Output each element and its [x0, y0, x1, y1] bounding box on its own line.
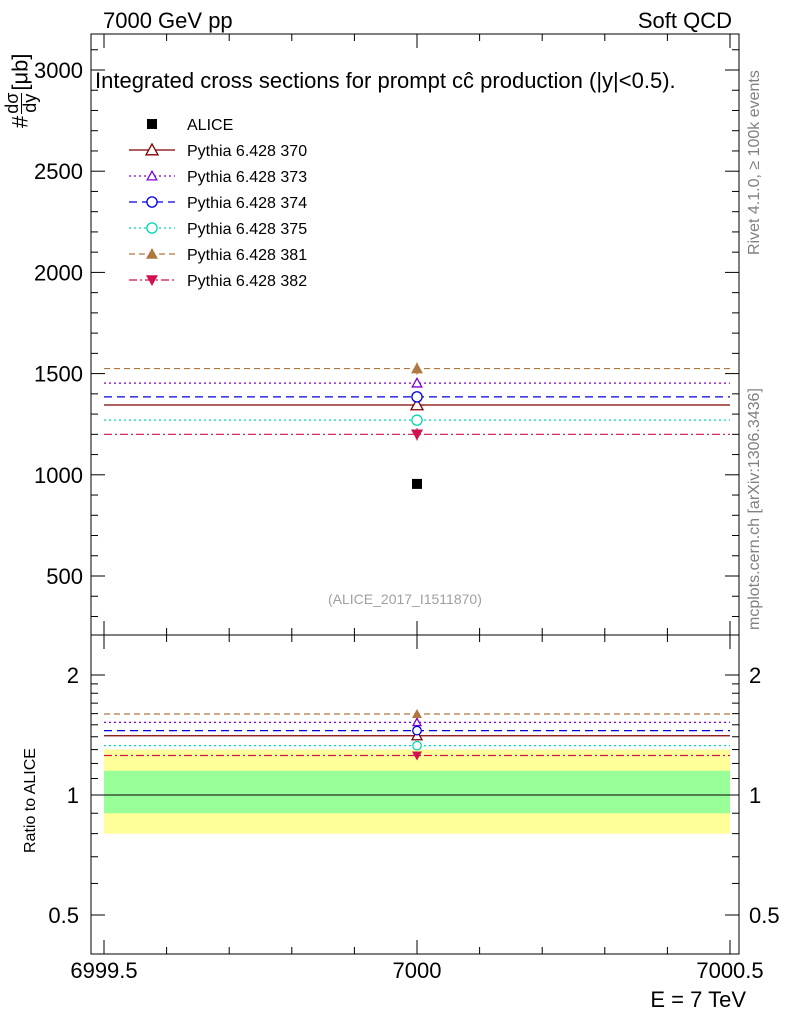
legend-marker-1 [146, 169, 158, 181]
y-tick-label: 1000 [34, 463, 83, 488]
legend-label-data: ALICE [187, 117, 233, 134]
series-marker-ratio-5 [412, 751, 422, 761]
legend-entry-4: Pythia 6.428 381 [129, 247, 307, 264]
y-axis-label: # dσ dy [μb] [2, 53, 40, 128]
series-marker-ratio-3 [412, 740, 422, 751]
chart-title: Integrated cross sections for prompt cĉ … [95, 68, 676, 93]
ratio-tick-label: 1 [67, 783, 79, 808]
y-axis-label-den: dy [20, 93, 40, 113]
legend-entry-data: ALICE [147, 117, 233, 134]
series-marker-main-4 [411, 362, 423, 374]
header-energy-label: 7000 GeV pp [103, 8, 233, 33]
x-tick-label: 7000 [393, 958, 442, 983]
legend-marker-data [147, 119, 157, 129]
series-marker-main-2 [411, 391, 423, 403]
legend: ALICE Pythia 6.428 370 Pythia 6.428 373 Pyt… [129, 117, 307, 290]
rivet-version-label: Rivet 4.1.0, ≥ 100k events [746, 70, 763, 255]
y-axis-label-unit: [μb] [7, 53, 33, 91]
series-marker-ratio-2 [412, 725, 422, 736]
series-marker-ratio-4 [412, 708, 422, 718]
x-tick-label: 7000.5 [696, 958, 763, 983]
header-category-label: Soft QCD [637, 8, 732, 33]
ratio-tick-label-right: 0.5 [749, 903, 780, 928]
legend-label-5: Pythia 6.428 382 [187, 273, 307, 290]
series-marker-ratio-1 [411, 717, 423, 727]
legend-marker-0 [144, 142, 160, 156]
legend-entry-0: Pythia 6.428 370 [129, 142, 307, 160]
ratio-tick-label: 0.5 [48, 903, 79, 928]
legend-label-4: Pythia 6.428 381 [187, 247, 307, 264]
y-tick-label: 3000 [34, 58, 83, 83]
legend-marker-5 [146, 275, 158, 286]
ratio-y-axis-label: Ratio to ALICE [22, 748, 39, 853]
legend-entry-3: Pythia 6.428 375 [129, 221, 307, 238]
ratio-band-inner [104, 770, 730, 814]
y-tick-label: 2000 [34, 260, 83, 285]
mcplots-reference-label: mcplots.cern.ch [arXiv:1306.3436] [746, 388, 763, 630]
legend-label-0: Pythia 6.428 370 [187, 143, 307, 160]
y-tick-label: 1500 [34, 362, 83, 387]
x-axis-label: E = 7 TeV [650, 987, 746, 1012]
legend-marker-3 [146, 222, 158, 234]
legend-entry-1: Pythia 6.428 373 [129, 169, 307, 186]
ratio-tick-label-right: 2 [749, 663, 761, 688]
y-tick-label: 500 [46, 564, 83, 589]
alice-data-point [412, 478, 422, 489]
ratio-tick-label-right: 1 [749, 783, 761, 808]
analysis-watermark: (ALICE_2017_I1511870) [328, 591, 482, 607]
y-tick-label: 2500 [34, 159, 83, 184]
series-marker-main-1 [411, 376, 423, 388]
series-marker-main-5 [411, 429, 423, 441]
legend-marker-2 [146, 196, 158, 208]
legend-label-1: Pythia 6.428 373 [187, 169, 307, 186]
ratio-tick-label: 2 [67, 663, 79, 688]
y-axis-label-hash: # [7, 115, 33, 128]
data-markers [409, 362, 425, 761]
legend-marker-4 [146, 248, 158, 259]
legend-label-3: Pythia 6.428 375 [187, 221, 307, 238]
series-marker-main-0 [409, 397, 425, 411]
legend-entry-2: Pythia 6.428 374 [129, 195, 307, 212]
ratio-uncertainty-bands [104, 749, 730, 834]
legend-entry-5: Pythia 6.428 382 [129, 273, 307, 290]
legend-label-2: Pythia 6.428 374 [187, 195, 307, 212]
series-marker-main-3 [411, 414, 423, 426]
x-tick-label: 6999.5 [70, 958, 137, 983]
axes-ticks: 500 1000 1500 2000 2500 3000 0.5 0.5 1 1 2 2 6999.5 7… [34, 34, 780, 983]
